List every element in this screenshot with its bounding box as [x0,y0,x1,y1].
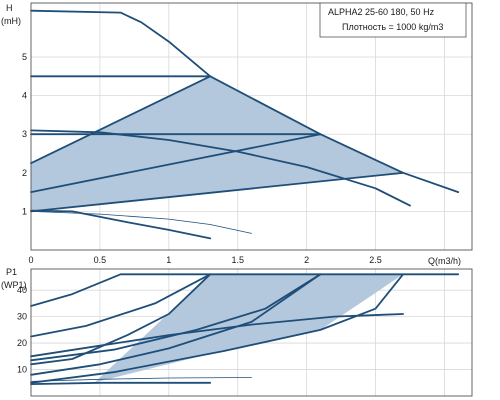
head-y-ticks: 1 2 3 4 5 [22,52,27,216]
head-curves [30,9,460,240]
curve-prop-pressure-low-p [30,273,405,384]
top-y-tick-3: 4 [22,91,27,101]
bot-y-tick-1: 20 [17,338,27,348]
top-x-tick-1: 0.5 [94,255,107,265]
head-y-axis-label: H [6,3,13,13]
power-y-axis-unit: (WP1) [1,280,27,290]
curve-speed-min [30,210,252,234]
head-chart: 0 0.5 1 1.5 2 2.5 1 2 3 4 5 H (mH) Q(m3/h) ALPHA2… [1,2,473,266]
curve-prop-pressure-high-p [30,273,212,366]
curve-max-speed [30,9,460,194]
curve-prop-pressure-high [30,75,212,165]
power-operating-region [93,274,404,385]
bot-y-tick-0: 10 [17,365,27,375]
legend-box [319,2,467,38]
legend: ALPHA2 25-60 180, 50 Hz Плотность = 1000… [319,2,467,38]
top-x-tick-2: 1 [166,255,171,265]
top-y-tick-2: 3 [22,129,27,139]
top-y-tick-1: 2 [22,168,27,178]
top-x-tick-4: 2 [304,255,309,265]
head-x-axis-label: Q(m3/h) [428,256,461,266]
curve-const-pressure-high-p [30,273,212,338]
legend-density: Плотность = 1000 kg/m3 [342,22,443,32]
top-x-tick-0: 0 [28,255,33,265]
head-plot-frame [30,2,473,251]
curve-speed-i-p [30,381,212,386]
top-x-tick-5: 2.5 [369,255,382,265]
head-x-ticks: 0 0.5 1 1.5 2 2.5 [28,255,381,265]
bot-y-tick-2: 30 [17,312,27,322]
power-y-axis-label: P1 [6,267,17,277]
curve-prop-pressure-mid-p [30,273,322,376]
power-chart: 10 20 30 40 P1 (WP1) [1,267,473,397]
curve-const-pressure-mid-p [30,273,322,362]
bot-y-tick-3: 40 [17,285,27,295]
curve-max-speed-p [30,273,460,307]
power-plot-frame [30,268,473,397]
power-curves [30,273,460,386]
head-operating-region [31,76,404,212]
top-y-tick-4: 5 [22,52,27,62]
curve-prop-pressure-low [30,171,405,213]
curve-speed-ii-p [30,313,405,358]
top-y-tick-0: 1 [22,206,27,216]
curve-speed-i [30,209,212,240]
curve-speed-min-p [30,377,252,382]
legend-model: ALPHA2 25-60 180, 50 Hz [328,7,435,17]
curve-prop-pressure-mid [30,133,322,194]
head-y-axis-unit: (mH) [1,16,21,26]
curve-speed-ii [30,129,411,207]
power-y-ticks: 10 20 30 40 [17,285,27,374]
top-x-tick-3: 1.5 [231,255,244,265]
